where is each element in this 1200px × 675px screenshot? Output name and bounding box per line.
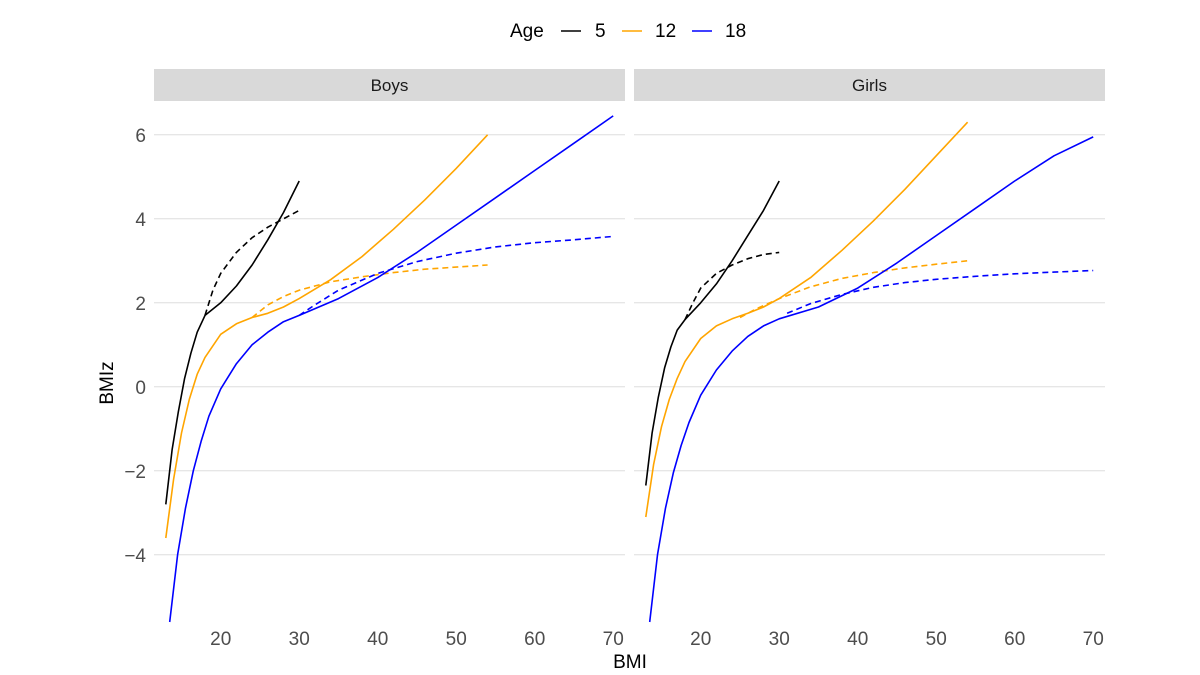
y-tick-label: −2 <box>124 462 146 483</box>
x-tick-label: 20 <box>690 629 711 650</box>
y-tick-label: 4 <box>135 210 146 231</box>
strip-girls <box>634 69 1105 101</box>
series-line-age-12-dashed <box>739 260 968 319</box>
x-tick-label: 20 <box>210 629 231 650</box>
series-line-age-18-solid <box>168 115 614 623</box>
legend-item-18: 18 <box>692 21 746 42</box>
legend-title: Age <box>510 21 544 42</box>
series-line-age-12-solid <box>645 121 969 518</box>
legend-item-5: 5 <box>561 21 606 42</box>
series-line-age-5-dashed <box>684 251 780 320</box>
x-tick-label: 30 <box>289 629 310 650</box>
x-tick-label: 60 <box>1004 629 1025 650</box>
series-line-age-12-dashed <box>251 264 488 319</box>
legend-item-12: 12 <box>622 21 676 42</box>
x-tick-label: 40 <box>367 629 388 650</box>
facet-panels: Boys 20 30 40 50 60 70 −4 −2 0 2 4 6 Girls 20 30 40 50 60 7… <box>124 69 1105 650</box>
y-axis-title: BMIz <box>97 361 118 404</box>
y-tick-label: 2 <box>135 294 146 315</box>
legend-items: 5 12 18 <box>561 21 746 42</box>
x-tick-label: 50 <box>926 629 947 650</box>
panel-boys: Boys 20 30 40 50 60 70 −4 −2 0 2 4 6 <box>124 69 625 650</box>
series-lines-boys <box>165 115 614 623</box>
legend-label-18: 18 <box>725 21 746 42</box>
y-tick-label: 6 <box>135 126 146 147</box>
strip-label-girls: Girls <box>852 76 887 95</box>
y-tick-label: 0 <box>135 378 146 399</box>
gridlines-girls <box>634 134 1105 556</box>
series-line-age-5-dashed <box>204 209 300 316</box>
series-lines-girls <box>645 121 1094 623</box>
legend: Age 5 12 18 <box>510 21 746 42</box>
x-tick-label: 40 <box>847 629 868 650</box>
legend-label-5: 5 <box>595 21 606 42</box>
x-tick-label: 50 <box>446 629 467 650</box>
series-line-age-18-dashed <box>298 235 614 317</box>
gridlines-boys <box>154 134 625 556</box>
y-tick-label: −4 <box>124 546 146 567</box>
series-line-age-5-solid <box>645 180 780 486</box>
x-tick-label: 30 <box>769 629 790 650</box>
x-tick-label: 70 <box>1083 629 1104 650</box>
x-tick-label: 60 <box>524 629 545 650</box>
legend-label-12: 12 <box>655 21 676 42</box>
strip-label-boys: Boys <box>371 76 409 95</box>
strip-boys <box>154 69 625 101</box>
x-tick-label: 70 <box>603 629 624 650</box>
panel-girls: Girls 20 30 40 50 60 70 <box>634 69 1105 650</box>
series-line-age-18-solid <box>648 136 1094 623</box>
series-line-age-18-dashed <box>786 269 1094 315</box>
x-axis-title: BMI <box>613 652 647 673</box>
series-line-age-5-solid <box>165 180 300 505</box>
series-line-age-12-solid <box>165 134 489 539</box>
